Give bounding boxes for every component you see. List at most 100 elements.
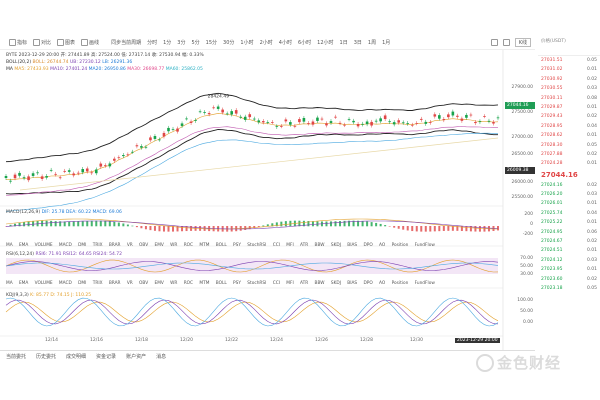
indicator-tab[interactable]: MA xyxy=(6,281,13,286)
orderbook-row[interactable]: 27026.20 0.03 xyxy=(538,190,600,199)
bottom-tab[interactable]: 账户资产 xyxy=(126,354,147,360)
chart-canvas[interactable]: 28424.49 xyxy=(0,50,535,350)
interval-button[interactable]: 1分 xyxy=(163,40,172,46)
indicator-tab[interactable]: ATR xyxy=(300,281,309,286)
orderbook-row[interactable]: 27029.87 0.01 xyxy=(538,103,600,112)
indicator-tab[interactable]: MFI xyxy=(286,281,294,286)
orderbook-row[interactable]: 27024.12 0.03 xyxy=(538,256,600,265)
orderbook-row[interactable]: 27025.74 0.04 xyxy=(538,209,600,218)
chart-type-button[interactable]: 图表 xyxy=(54,39,78,46)
indicator-tab[interactable]: AO xyxy=(379,243,386,248)
indicator-tab[interactable]: BOLL xyxy=(215,281,227,286)
interval-button[interactable]: 6小时 xyxy=(297,40,312,46)
indicator-tab[interactable]: StochRSI xyxy=(247,243,267,248)
indicator-tab[interactable]: PSY xyxy=(233,243,241,248)
indicator-tab[interactable]: VR xyxy=(126,243,133,248)
indicator-tab[interactable]: Position xyxy=(391,281,409,286)
indicator-tab[interactable]: OBV xyxy=(139,281,149,286)
chart-type-select[interactable]: K线 xyxy=(514,38,531,47)
indicator-tab[interactable]: BIAS xyxy=(347,243,358,248)
indicator-tab[interactable]: MACD xyxy=(58,281,72,286)
indicator-tab[interactable]: BRAR xyxy=(108,281,121,286)
indicator-tab[interactable]: BIAS xyxy=(347,281,358,286)
indicator-tab[interactable]: ATR xyxy=(300,243,309,248)
sync-period-toggle[interactable]: 同步当前周期 xyxy=(111,40,142,46)
bottom-tab[interactable]: 历史委托 xyxy=(36,354,57,360)
interval-button[interactable]: 1日 xyxy=(339,40,348,46)
orderbook-row[interactable]: 27024.51 0.01 xyxy=(538,246,600,255)
orderbook-row[interactable]: 27023.95 0.01 xyxy=(538,265,600,274)
indicator-tab[interactable]: MA xyxy=(6,243,13,248)
orderbook-row[interactable]: 27025.22 0.01 xyxy=(538,218,600,227)
interval-button[interactable]: 12小时 xyxy=(317,40,334,46)
chart-area[interactable]: 28424.49 BYTE 2023-12-29 20:00 开: 27441.… xyxy=(0,50,535,350)
indicator-tab[interactable]: MACD xyxy=(58,243,72,248)
bottom-tab[interactable]: 成交明细 xyxy=(66,354,87,360)
indicator-tab[interactable]: TRIX xyxy=(92,243,103,248)
interval-button[interactable]: 5分 xyxy=(191,40,200,46)
settings-icon[interactable] xyxy=(502,39,510,46)
interval-button[interactable]: 3日 xyxy=(353,40,362,46)
indicator-tab[interactable]: VR xyxy=(126,281,133,286)
orderbook-row[interactable]: 27031.02 0.01 xyxy=(538,65,600,74)
orderbook-row[interactable]: 27030.92 0.02 xyxy=(538,75,600,84)
indicator-tab[interactable]: WR xyxy=(170,281,178,286)
interval-button[interactable]: 3分 xyxy=(177,40,186,46)
indicator-tab[interactable]: EMA xyxy=(18,281,29,286)
interval-button[interactable]: 15分 xyxy=(205,40,218,46)
orderbook-row[interactable]: 27026.01 0.01 xyxy=(538,199,600,208)
fullscreen-icon[interactable] xyxy=(490,39,498,46)
indicator-button[interactable]: 指标 xyxy=(6,39,30,46)
orderbook-row[interactable]: 27030.11 0.08 xyxy=(538,94,600,103)
bottom-tab[interactable]: 消息 xyxy=(156,354,167,360)
indicator-tab[interactable]: EMV xyxy=(154,281,164,286)
indicator-tab[interactable]: MTM xyxy=(199,243,210,248)
indicator-tab[interactable]: EMV xyxy=(154,243,164,248)
orderbook-row[interactable]: 27031.51 0.05 xyxy=(538,56,600,65)
orderbook-row[interactable]: 27024.95 0.06 xyxy=(538,228,600,237)
orderbook-row[interactable]: 27024.67 0.02 xyxy=(538,237,600,246)
indicator-tab[interactable]: VOLUME xyxy=(34,243,53,248)
bottom-tab[interactable]: 当前委托 xyxy=(6,354,27,360)
orderbook-row[interactable]: 27028.30 0.05 xyxy=(538,141,600,150)
indicator-tab[interactable]: CCI xyxy=(272,281,280,286)
indicator-tab[interactable]: StochRSI xyxy=(247,281,267,286)
indicator-tab[interactable]: BOLL xyxy=(215,243,227,248)
compare-button[interactable]: 对比 xyxy=(30,39,54,46)
indicator-tab[interactable]: VOLUME xyxy=(34,281,53,286)
indicator-tab[interactable]: DPO xyxy=(363,281,373,286)
indicator-tab[interactable]: ROC xyxy=(183,243,194,248)
interval-button[interactable]: 1月 xyxy=(382,40,391,46)
indicator-tab[interactable]: MFI xyxy=(286,243,294,248)
orderbook-row[interactable]: 27029.43 0.02 xyxy=(538,112,600,121)
orderbook-row[interactable]: 27030.55 0.03 xyxy=(538,84,600,93)
indicator-tab[interactable]: PSY xyxy=(233,281,241,286)
orderbook-row[interactable]: 27028.62 0.01 xyxy=(538,131,600,140)
drawing-button[interactable]: 画线 xyxy=(78,39,102,46)
indicator-tab[interactable]: AO xyxy=(379,281,386,286)
indicator-tab[interactable]: CCI xyxy=(272,243,280,248)
indicator-tab[interactable]: Position xyxy=(391,243,409,248)
indicator-tab[interactable]: SKDJ xyxy=(330,243,341,248)
orderbook-row[interactable]: 27023.60 0.02 xyxy=(538,275,600,284)
indicator-tab[interactable]: TRIX xyxy=(92,281,103,286)
orderbook-row[interactable]: 27027.88 0.02 xyxy=(538,150,600,159)
bottom-tab[interactable]: 资金记录 xyxy=(96,354,117,360)
indicator-tab[interactable]: DMI xyxy=(78,281,87,286)
indicator-tab[interactable]: DMI xyxy=(78,243,87,248)
indicator-tab[interactable]: WR xyxy=(170,243,178,248)
interval-button[interactable]: 4小时 xyxy=(278,40,292,46)
indicator-tab[interactable]: BBW xyxy=(314,243,325,248)
interval-button[interactable]: 2小时 xyxy=(259,40,273,46)
indicator-tab[interactable]: DPO xyxy=(363,243,373,248)
indicator-tab[interactable]: OBV xyxy=(139,243,149,248)
interval-button[interactable]: 1小时 xyxy=(240,40,254,46)
indicator-tab[interactable]: ROC xyxy=(183,281,194,286)
indicator-tab[interactable]: FundFlow xyxy=(414,243,435,248)
indicator-tab[interactable]: SKDJ xyxy=(330,281,341,286)
interval-button[interactable]: 30分 xyxy=(223,40,235,46)
interval-button[interactable]: 1周 xyxy=(367,40,377,46)
interval-button[interactable]: 分时 xyxy=(147,40,158,46)
indicator-tab[interactable]: BBW xyxy=(314,281,325,286)
orderbook-row[interactable]: 27023.18 0.05 xyxy=(538,284,600,293)
